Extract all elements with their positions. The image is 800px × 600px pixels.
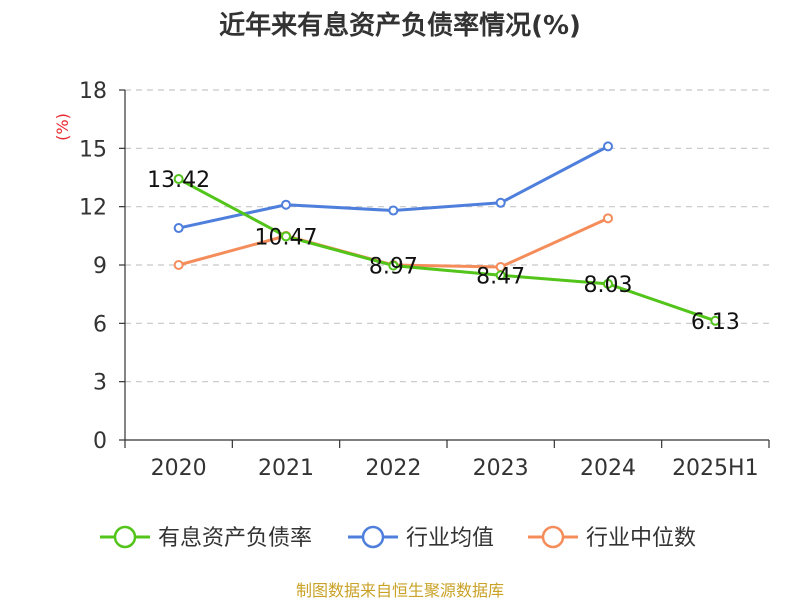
legend-swatch-marker (361, 525, 385, 549)
chart-title: 近年来有息资产负债率情况(%) (219, 10, 581, 41)
data-point (710, 315, 721, 326)
legend-swatch-marker (541, 525, 565, 549)
x-tick-label: 2023 (473, 456, 529, 481)
y-tick-label: 6 (93, 312, 107, 337)
y-tick-label: 0 (93, 429, 107, 454)
data-point (388, 260, 399, 271)
x-tick-labels: 2020 2021 2022 2023 2024 2025H1 (151, 456, 759, 481)
data-point (281, 199, 291, 210)
y-tick-label: 3 (93, 371, 107, 396)
legend-label: 有息资产负债率 (158, 526, 312, 551)
data-label: 6.13 (691, 310, 740, 335)
legend-swatch-marker (113, 525, 137, 549)
axes (119, 89, 770, 448)
data-label: 8.03 (584, 273, 633, 298)
data-point (495, 197, 506, 208)
y-tick-label: 15 (79, 137, 107, 162)
x-tick-label: 2025H1 (672, 456, 759, 481)
y-tick-label: 18 (79, 79, 107, 104)
data-label: 10.47 (255, 225, 318, 250)
series-line-0 (177, 177, 716, 323)
data-point (281, 231, 291, 242)
x-tick-label: 2021 (258, 456, 314, 481)
data-point (495, 270, 506, 281)
data-label: 8.97 (369, 255, 418, 280)
x-tick-label: 2022 (365, 456, 421, 481)
x-tick-label: 2020 (151, 456, 207, 481)
legend-label: 行业中位数 (586, 526, 696, 551)
data-point (603, 141, 613, 152)
data-point (173, 260, 184, 270)
data-label: 8.47 (476, 264, 525, 289)
data-labels: 13.42 10.47 8.97 8.47 8.03 6.13 (147, 168, 740, 335)
x-tick-label: 2024 (580, 456, 636, 481)
gridlines (125, 89, 769, 383)
data-point (173, 174, 184, 185)
data-point (603, 278, 613, 289)
y-tick-label: 12 (79, 196, 107, 221)
legend: 有息资产负债率 行业均值 行业中位数 (100, 525, 696, 551)
series-points (173, 141, 721, 326)
y-tick-labels: 0 3 6 9 12 15 18 (79, 79, 107, 454)
y-tick-label: 9 (93, 254, 107, 279)
data-point (173, 223, 184, 234)
data-point (603, 213, 613, 224)
legend-label: 行业均值 (406, 526, 494, 551)
data-label: 13.42 (147, 168, 210, 193)
series-line-1 (178, 145, 609, 230)
source-note: 制图数据来自恒生聚源数据库 (296, 581, 504, 600)
y-axis-label: (%) (53, 113, 72, 141)
data-point (388, 205, 399, 216)
